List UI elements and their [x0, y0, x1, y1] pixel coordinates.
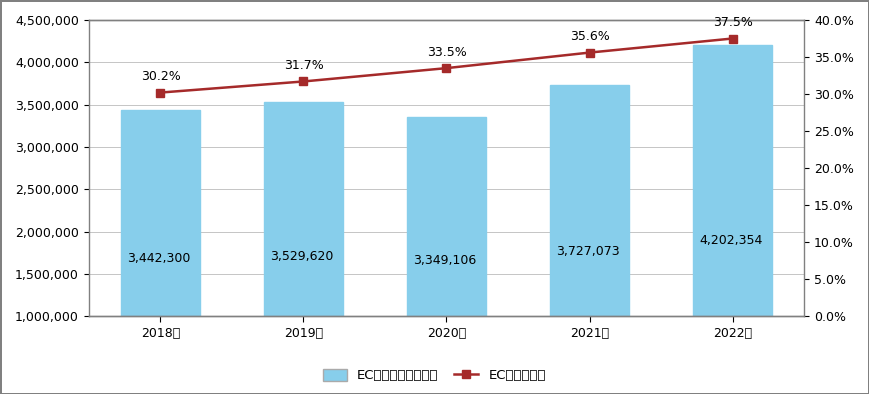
- Bar: [121, 110, 200, 394]
- Bar: [264, 102, 342, 394]
- Legend: EC市場規模（億円）, EC化率（％）: EC市場規模（億円）, EC化率（％）: [317, 363, 552, 387]
- Text: 4,202,354: 4,202,354: [700, 234, 763, 247]
- Text: 3,349,106: 3,349,106: [414, 254, 477, 267]
- Text: 3,529,620: 3,529,620: [270, 250, 334, 263]
- EC化率（％）: [298, 79, 308, 84]
- Bar: [693, 45, 772, 394]
- EC化率（％）: [727, 36, 738, 41]
- Text: 35.6%: 35.6%: [570, 30, 609, 43]
- Text: 37.5%: 37.5%: [713, 16, 753, 29]
- Text: 3,727,073: 3,727,073: [556, 245, 620, 258]
- Bar: [408, 117, 486, 394]
- Text: 31.7%: 31.7%: [283, 59, 323, 72]
- Text: 33.5%: 33.5%: [427, 45, 467, 58]
- EC化率（％）: [584, 50, 594, 55]
- Text: 3,442,300: 3,442,300: [128, 252, 191, 265]
- EC化率（％）: [441, 66, 452, 71]
- Bar: [550, 85, 629, 394]
- EC化率（％）: [156, 90, 166, 95]
- Line: EC化率（％）: EC化率（％）: [156, 34, 737, 97]
- Text: 30.2%: 30.2%: [141, 70, 181, 83]
